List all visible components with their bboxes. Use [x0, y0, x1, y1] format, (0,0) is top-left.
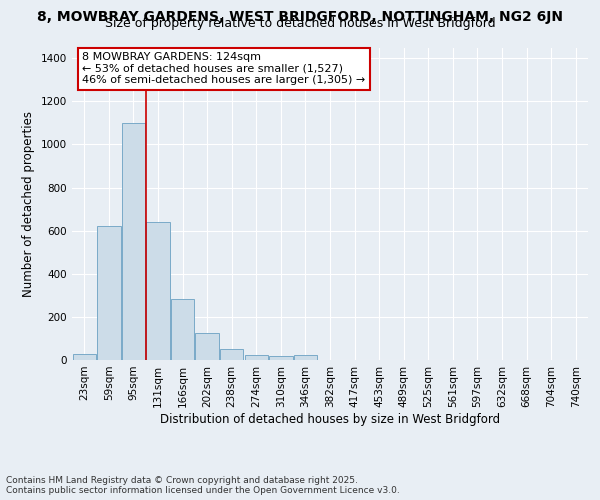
Bar: [97, 226, 121, 360]
Text: 8, MOWBRAY GARDENS, WEST BRIDGFORD, NOTTINGHAM, NG2 6JN: 8, MOWBRAY GARDENS, WEST BRIDGFORD, NOTT…: [37, 10, 563, 24]
Y-axis label: Number of detached properties: Number of detached properties: [22, 111, 35, 296]
Bar: [171, 298, 194, 360]
Bar: [245, 356, 268, 360]
Bar: [269, 356, 293, 360]
Bar: [122, 123, 145, 360]
Bar: [146, 222, 170, 360]
Bar: [73, 354, 96, 360]
X-axis label: Distribution of detached houses by size in West Bridgford: Distribution of detached houses by size …: [160, 412, 500, 426]
Bar: [220, 349, 244, 360]
Bar: [294, 354, 317, 360]
Text: 8 MOWBRAY GARDENS: 124sqm
← 53% of detached houses are smaller (1,527)
46% of se: 8 MOWBRAY GARDENS: 124sqm ← 53% of detac…: [82, 52, 365, 86]
Bar: [196, 333, 219, 360]
Text: Contains HM Land Registry data © Crown copyright and database right 2025.
Contai: Contains HM Land Registry data © Crown c…: [6, 476, 400, 495]
Text: Size of property relative to detached houses in West Bridgford: Size of property relative to detached ho…: [104, 18, 496, 30]
